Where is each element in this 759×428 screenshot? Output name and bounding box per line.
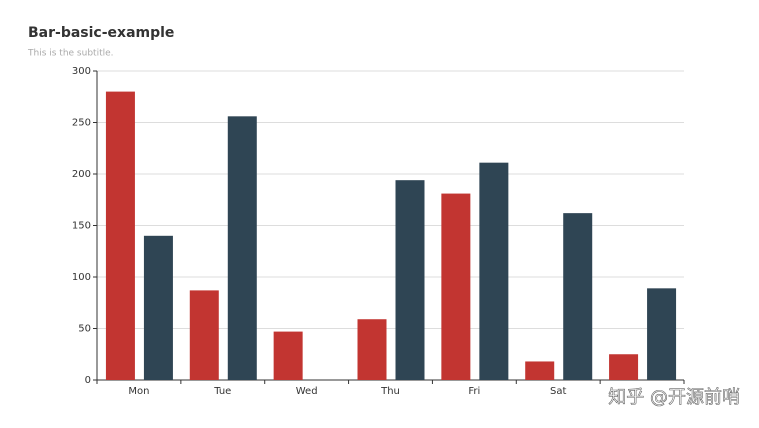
bar xyxy=(525,361,555,380)
bar xyxy=(273,331,303,380)
bar xyxy=(647,288,677,380)
bar xyxy=(105,91,135,380)
y-tick-label: 250 xyxy=(72,118,91,129)
y-tick-label: 0 xyxy=(85,375,91,386)
chart-title: Bar-basic-example xyxy=(28,25,174,41)
x-tick-label: Thu xyxy=(380,386,400,397)
bar xyxy=(441,193,471,380)
y-tick-label: 150 xyxy=(72,221,91,232)
y-tick-label: 200 xyxy=(72,169,91,180)
x-tick-label: Mon xyxy=(128,386,149,397)
bar xyxy=(189,290,219,380)
x-tick-label: Fri xyxy=(468,386,480,397)
bar xyxy=(609,354,639,380)
bar xyxy=(143,235,173,380)
bar xyxy=(563,213,593,380)
chart-subtitle: This is the subtitle. xyxy=(27,49,114,59)
x-tick-label: Sat xyxy=(550,386,566,397)
bar xyxy=(479,162,509,380)
bar xyxy=(395,180,425,380)
bar xyxy=(227,116,257,380)
y-tick-label: 100 xyxy=(72,272,91,283)
y-tick-label: 300 xyxy=(72,66,91,77)
watermark: 知乎 @开源前哨 xyxy=(608,387,740,408)
y-tick-label: 50 xyxy=(78,324,91,335)
bar xyxy=(357,319,387,380)
x-tick-label: Tue xyxy=(213,386,231,397)
x-tick-label: Wed xyxy=(296,386,318,397)
